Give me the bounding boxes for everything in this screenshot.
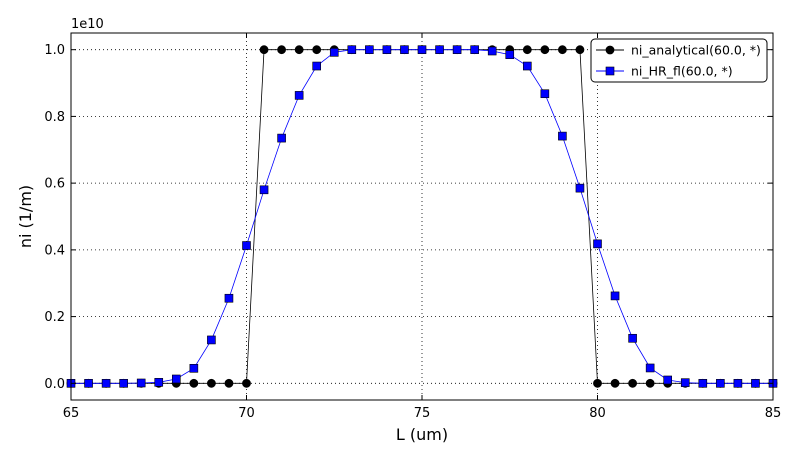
data-point — [645, 363, 655, 373]
y-tick-label: 1.0 — [44, 43, 65, 58]
data-point — [558, 45, 567, 55]
data-point — [522, 45, 532, 55]
series-hr-fl — [66, 45, 778, 388]
data-point — [400, 45, 409, 54]
data-point — [119, 379, 128, 388]
data-point — [593, 239, 602, 249]
data-point — [329, 48, 339, 57]
data-point — [628, 333, 637, 343]
data-point — [382, 45, 392, 54]
data-point — [680, 378, 690, 387]
data-point — [277, 133, 286, 143]
data-point — [189, 364, 199, 373]
x-tick-label: 85 — [765, 406, 782, 421]
data-point — [136, 378, 146, 388]
data-point — [540, 45, 550, 55]
data-point — [84, 379, 93, 388]
data-point — [347, 45, 357, 54]
data-point — [242, 378, 251, 388]
plot-frame — [70, 32, 774, 401]
data-point — [259, 185, 269, 195]
data-point — [522, 61, 532, 71]
data-point — [224, 378, 234, 388]
y-offset-label: 1e10 — [71, 17, 104, 32]
data-point — [558, 131, 567, 141]
data-point — [172, 374, 181, 384]
y-axis-label: ni (1/m) — [16, 185, 35, 248]
data-point — [189, 378, 199, 388]
data-point — [716, 379, 725, 388]
x-axis-label: L (um) — [396, 425, 448, 444]
data-point — [487, 46, 497, 56]
y-tick-label: 0.2 — [44, 310, 65, 325]
series-analytical — [66, 45, 778, 388]
x-tick-label: 80 — [589, 406, 606, 421]
y-tick-label: 0.0 — [44, 377, 65, 392]
data-point — [751, 379, 760, 388]
data-point — [294, 91, 304, 100]
data-point — [610, 378, 620, 388]
y-tick-label: 0.6 — [44, 177, 65, 192]
data-point — [417, 45, 427, 54]
data-point — [259, 45, 269, 55]
legend-entry-hr-fl: ni_HR_fl(60.0, *) — [631, 64, 733, 79]
data-point — [645, 378, 655, 388]
legend-entry-analytical: ni_analytical(60.0, *) — [631, 43, 761, 58]
data-point — [505, 50, 515, 59]
data-point — [470, 45, 479, 54]
data-point — [242, 241, 251, 250]
plot-series — [66, 45, 778, 388]
data-point — [294, 45, 304, 55]
data-point — [575, 45, 585, 55]
data-point — [452, 45, 462, 54]
x-tick-label: 65 — [63, 406, 80, 421]
y-tick-label: 0.8 — [44, 110, 65, 125]
data-point — [206, 378, 216, 388]
legend-marker-hr-fl — [605, 66, 615, 76]
data-point — [312, 61, 322, 71]
data-point — [628, 378, 637, 388]
data-point — [733, 379, 743, 388]
data-point — [575, 183, 585, 193]
data-point — [540, 89, 550, 99]
data-point — [435, 45, 444, 54]
grid — [71, 33, 773, 400]
legend-marker-analytical — [605, 45, 615, 55]
x-tick-label: 75 — [414, 406, 431, 421]
data-point — [207, 335, 216, 345]
legend-box — [590, 38, 768, 83]
axis-ticks: 65 70 75 80 85 0.0 0.2 0.4 0.6 0.8 1.0 — [44, 33, 781, 421]
data-point — [593, 378, 602, 388]
data-point — [277, 45, 287, 55]
data-point — [154, 378, 164, 387]
data-point — [224, 293, 234, 303]
x-tick-label: 70 — [238, 406, 255, 421]
data-point — [610, 291, 620, 301]
data-point — [365, 45, 374, 54]
y-tick-label: 0.4 — [44, 243, 65, 258]
data-point — [312, 45, 322, 55]
legend: ni_analytical(60.0, *) ni_HR_fl(60.0, *) — [590, 38, 768, 83]
data-point — [663, 375, 673, 385]
data-point — [101, 379, 111, 388]
data-point — [698, 379, 708, 388]
